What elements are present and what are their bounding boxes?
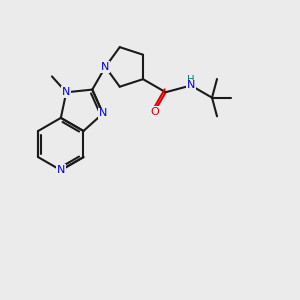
Text: N: N	[101, 62, 110, 72]
Text: O: O	[150, 106, 159, 116]
Text: N: N	[62, 87, 70, 97]
Text: N: N	[57, 165, 65, 175]
Text: N: N	[187, 80, 195, 91]
Text: H: H	[187, 75, 195, 85]
Text: N: N	[99, 109, 107, 118]
